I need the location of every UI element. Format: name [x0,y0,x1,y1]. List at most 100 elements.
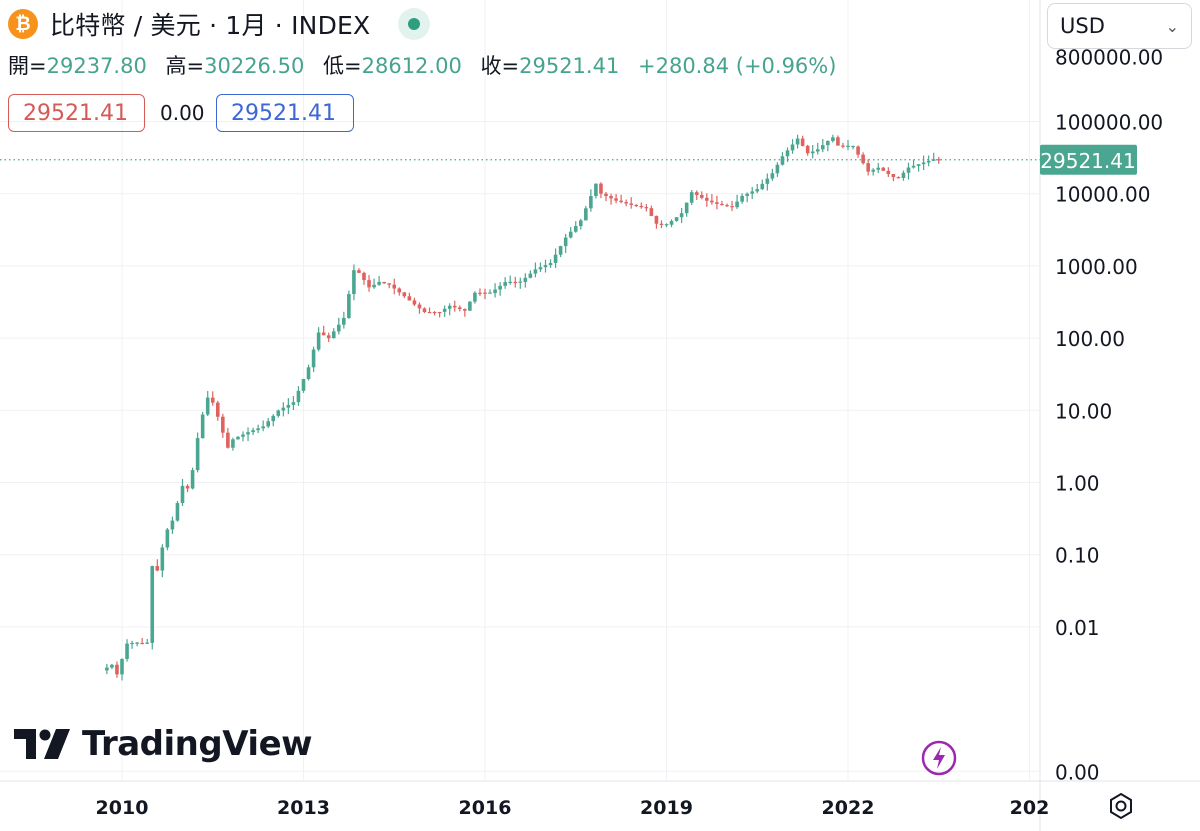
candle-body [518,281,523,283]
candle-body [558,246,563,255]
tradingview-logo[interactable]: TradingView [14,724,313,764]
candle-body [392,284,397,289]
candlestick-series [105,134,941,681]
candle-body [906,167,911,173]
candle-body [921,162,926,165]
candle-body [730,206,734,208]
candle-body [513,281,518,284]
candle-body [926,160,931,163]
candle-body [831,137,835,141]
candle-body [261,426,265,429]
candle-body [372,284,376,288]
candle-body [306,367,311,380]
live-dot-icon [408,18,421,30]
symbol-header: ₿ 比特幣 / 美元 · 1月 · INDEX [8,4,431,44]
candle-body [629,203,634,205]
candle-body [221,416,225,433]
candle-body [931,159,936,161]
candle-body [826,140,830,146]
candle-body [694,192,699,196]
candle-body [538,267,543,270]
candle-body [382,281,386,284]
candle-body [508,281,513,283]
candle-body [347,294,351,318]
candle-body [190,470,195,489]
candle-body [367,280,371,288]
candle-body [523,277,528,282]
time-axis[interactable]: 2010 2013 2016 2019 2022 202 [96,797,1050,819]
candle-body [311,349,316,368]
candle-body [866,163,870,172]
candle-body [483,292,487,294]
candle-body [659,223,664,225]
candle-body [130,642,134,645]
candle-body [412,300,417,305]
candle-body [705,197,709,201]
candle-body [820,145,825,150]
tradingview-logo-icon [14,729,70,759]
candle-body [785,150,790,157]
candle-body [110,664,114,668]
candle-body [891,174,896,178]
candle-body [402,292,407,297]
change-value: +280.84 (+0.96%) [638,54,837,78]
candle-body [725,205,729,207]
candle-body [578,220,583,227]
high-value: 30226.50 [204,54,305,78]
candle-body [654,215,659,224]
candle-body [901,172,906,178]
candle-body [170,520,175,530]
y-tick-label: 100000.00 [1055,111,1163,135]
y-tick-label: 0.01 [1055,616,1100,640]
candle-body [473,292,477,302]
bitcoin-icon: ₿ [8,9,38,39]
candle-body [634,204,639,207]
candle-body [493,289,497,294]
candle-body [266,421,271,427]
candle-body [664,224,669,226]
candle-body [246,432,250,435]
spread-value: 0.00 [160,101,205,125]
candle-body [679,213,684,218]
candle-body [175,503,180,521]
candle-body [715,202,719,204]
candle-body [644,207,649,209]
candle-body [856,146,860,155]
candle-body [427,311,432,314]
market-status-icon[interactable] [398,8,431,40]
candle-body [468,301,472,311]
settings-icon[interactable] [1106,791,1136,821]
buy-price-button[interactable]: 29521.41 [216,94,354,132]
candle-body [205,397,210,415]
candle-body [150,566,155,643]
candle-body [589,195,593,209]
y-tick-label: 10000.00 [1055,183,1150,207]
candle-body [125,643,129,659]
price-axis[interactable]: 800000.00 100000.00 10000.00 1000.00 100.00 1… [1040,45,1163,784]
sell-price-button[interactable]: 29521.41 [8,94,145,132]
candle-body [352,270,356,295]
lightning-icon[interactable] [921,740,957,776]
candle-body [553,254,558,263]
x-tick-label: 2013 [277,797,330,819]
candle-body [584,208,588,221]
candle-body [684,202,689,214]
ohlc-legend: 開=29237.80 高=30226.50 低=28612.00 收=29521… [8,50,836,80]
candle-body [115,664,119,675]
candle-body [447,305,452,309]
candle-body [105,667,109,671]
currency-select[interactable]: USD ⌄ [1047,3,1192,49]
candle-body [231,439,235,448]
symbol-title[interactable]: 比特幣 / 美元 · 1月 · INDEX [50,11,371,40]
candle-body [936,159,941,161]
candle-body [765,178,770,184]
open-label: 開= [8,54,47,78]
candle-body [342,317,346,325]
high-label: 高= [165,54,205,78]
candle-body [336,324,341,332]
candle-body [689,192,694,203]
candle-body [609,196,613,199]
candle-body [442,308,447,312]
close-label: 收= [480,54,520,78]
